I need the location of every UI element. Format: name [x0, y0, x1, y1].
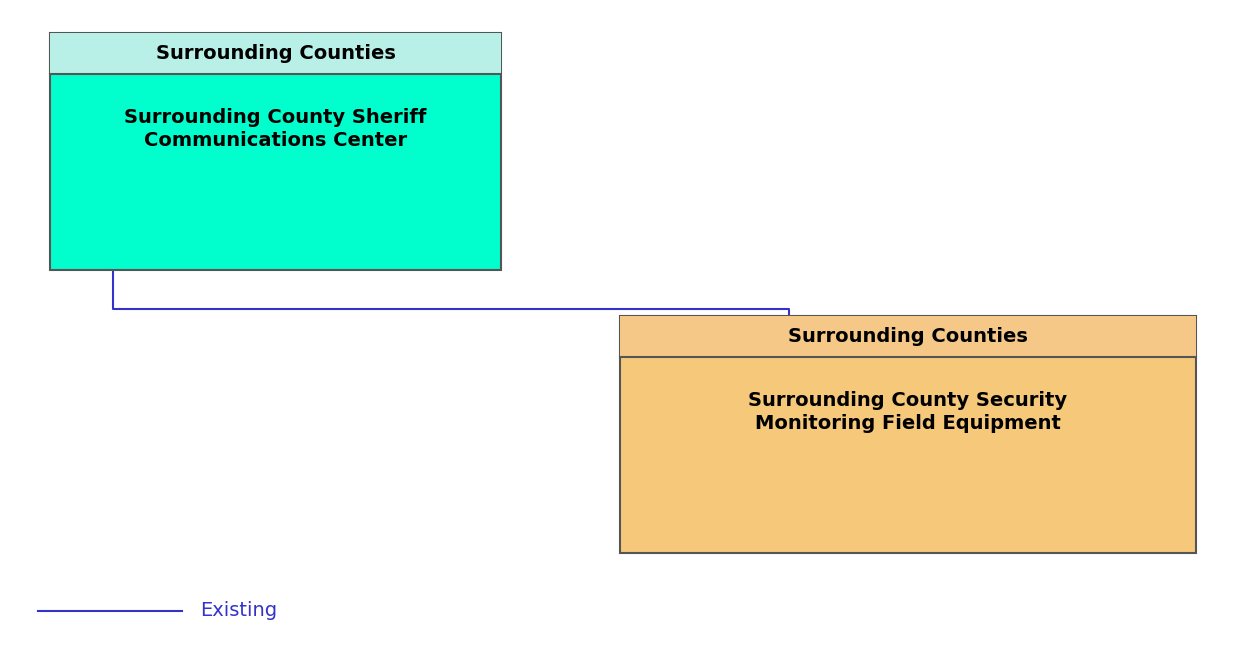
Bar [50, 33, 501, 270]
Bar [620, 316, 1196, 357]
Text: Surrounding County Sheriff
Communications Center: Surrounding County Sheriff Communication… [124, 108, 427, 150]
Bar [50, 33, 501, 74]
Text: Surrounding Counties: Surrounding Counties [155, 44, 396, 63]
Text: Surrounding County Security
Monitoring Field Equipment: Surrounding County Security Monitoring F… [749, 391, 1067, 433]
Text: Surrounding Counties: Surrounding Counties [788, 327, 1028, 346]
Text: Existing: Existing [200, 601, 278, 620]
Bar [620, 316, 1196, 553]
